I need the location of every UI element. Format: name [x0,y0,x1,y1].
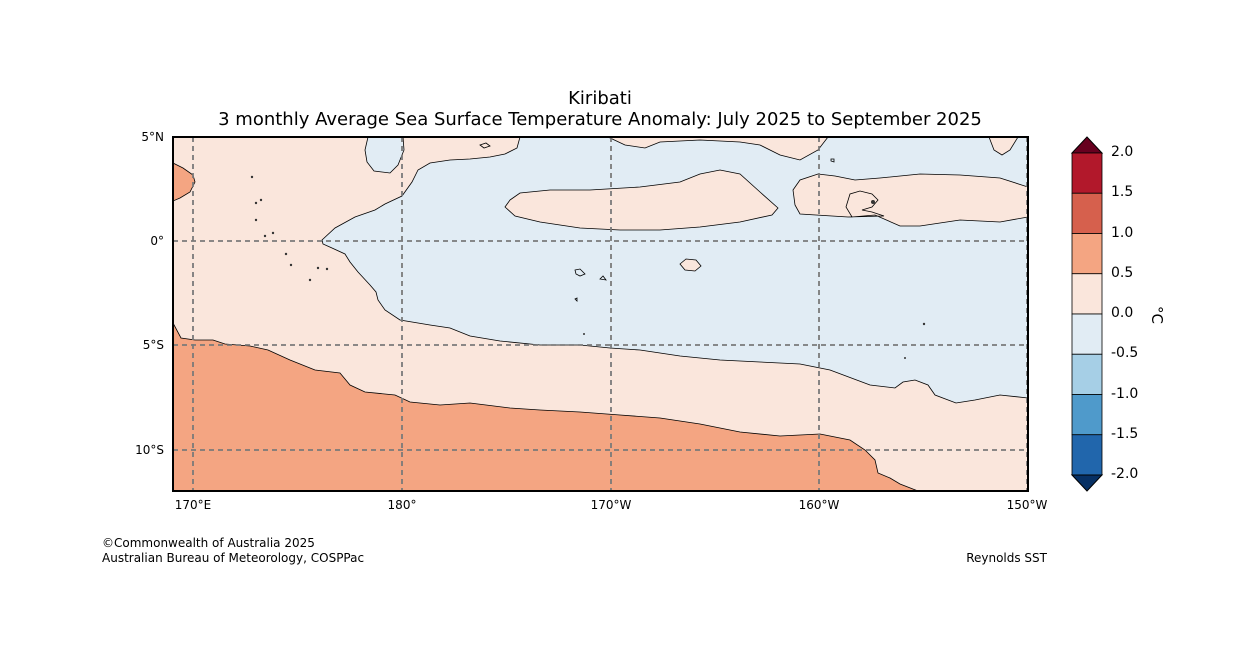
lat-label-equator: 0° [150,234,164,248]
island-outline [574,268,586,277]
lon-label-180: 180° [387,498,417,512]
lon-label-170w: 170°W [590,498,632,512]
anomaly-zone-positive-patch-east [792,173,1028,227]
atoll-marker [922,322,926,326]
atoll-marker [583,333,585,335]
colorbar-bin [1071,273,1103,315]
lat-label-5n: 5°N [141,130,164,144]
colorbar-bin [1071,152,1103,194]
colorbar-tick-label: 1.5 [1111,184,1134,200]
colorbar-bin [1071,353,1103,395]
anomaly-zone-negative-northwest [364,137,405,174]
colorbar-unit-label: °C [1147,306,1166,324]
atoll-marker [254,218,258,222]
atoll-marker [316,266,320,270]
map-subtitle: 3 monthly Average Sea Surface Temperatur… [218,109,982,130]
atoll-marker [325,267,329,271]
island-outline [479,142,491,149]
colorbar-bin [1071,434,1103,476]
lat-label-5s: 5°S [142,338,164,352]
colorbar-tick-label: 0.0 [1111,305,1134,321]
lon-label-150w: 150°W [1006,498,1048,512]
colorbar-tick-label: 1.0 [1111,225,1134,241]
island-outline [830,158,835,163]
colorbar-tick-label: -2.0 [1111,466,1139,482]
agency-text: Australian Bureau of Meteorology, COSPPa… [102,551,365,565]
anomaly-zone-0.5-1.0-south [173,322,919,491]
atoll-marker [271,231,275,235]
island-outlines [479,142,835,302]
colorbar-extend-high [1070,136,1104,154]
colorbar-tick-label: 2.0 [1111,144,1134,160]
colorbar-bin [1071,394,1103,436]
colorbar-tick-label: -1.0 [1111,386,1139,402]
lon-label-160w: 160°W [798,498,840,512]
atoll-marker [254,201,258,205]
colorbar [1070,136,1104,492]
map-title: Kiribati [568,88,632,109]
atoll-markers [250,175,926,359]
atoll-marker [284,252,288,256]
atoll-marker [871,200,875,204]
atoll-marker [308,278,312,282]
colorbar-tick-label: 0.5 [1111,265,1134,281]
atoll-marker [250,175,254,179]
colorbar-tick-label: -0.5 [1111,345,1139,361]
atoll-marker [263,234,267,238]
atoll-marker [289,263,293,267]
atoll-marker [259,198,263,202]
island-outline [599,275,607,281]
colorbar-bin [1071,233,1103,275]
copyright-text: ©Commonwealth of Australia 2025 [102,536,315,550]
colorbar-extend-low [1070,474,1104,492]
data-source-text: Reynolds SST [966,551,1047,565]
colorbar-tick-label: -1.5 [1111,426,1139,442]
colorbar-bin [1071,313,1103,355]
map-frame [172,136,1029,492]
lat-label-10s: 10°S [135,443,164,457]
anomaly-zone-positive-patch-west [504,169,779,231]
colorbar-bin [1071,192,1103,234]
lon-label-170e: 170°E [174,498,212,512]
anomaly-zone-positive-patch-small [679,258,702,272]
island-outline [574,297,578,302]
atoll-marker [904,357,906,359]
